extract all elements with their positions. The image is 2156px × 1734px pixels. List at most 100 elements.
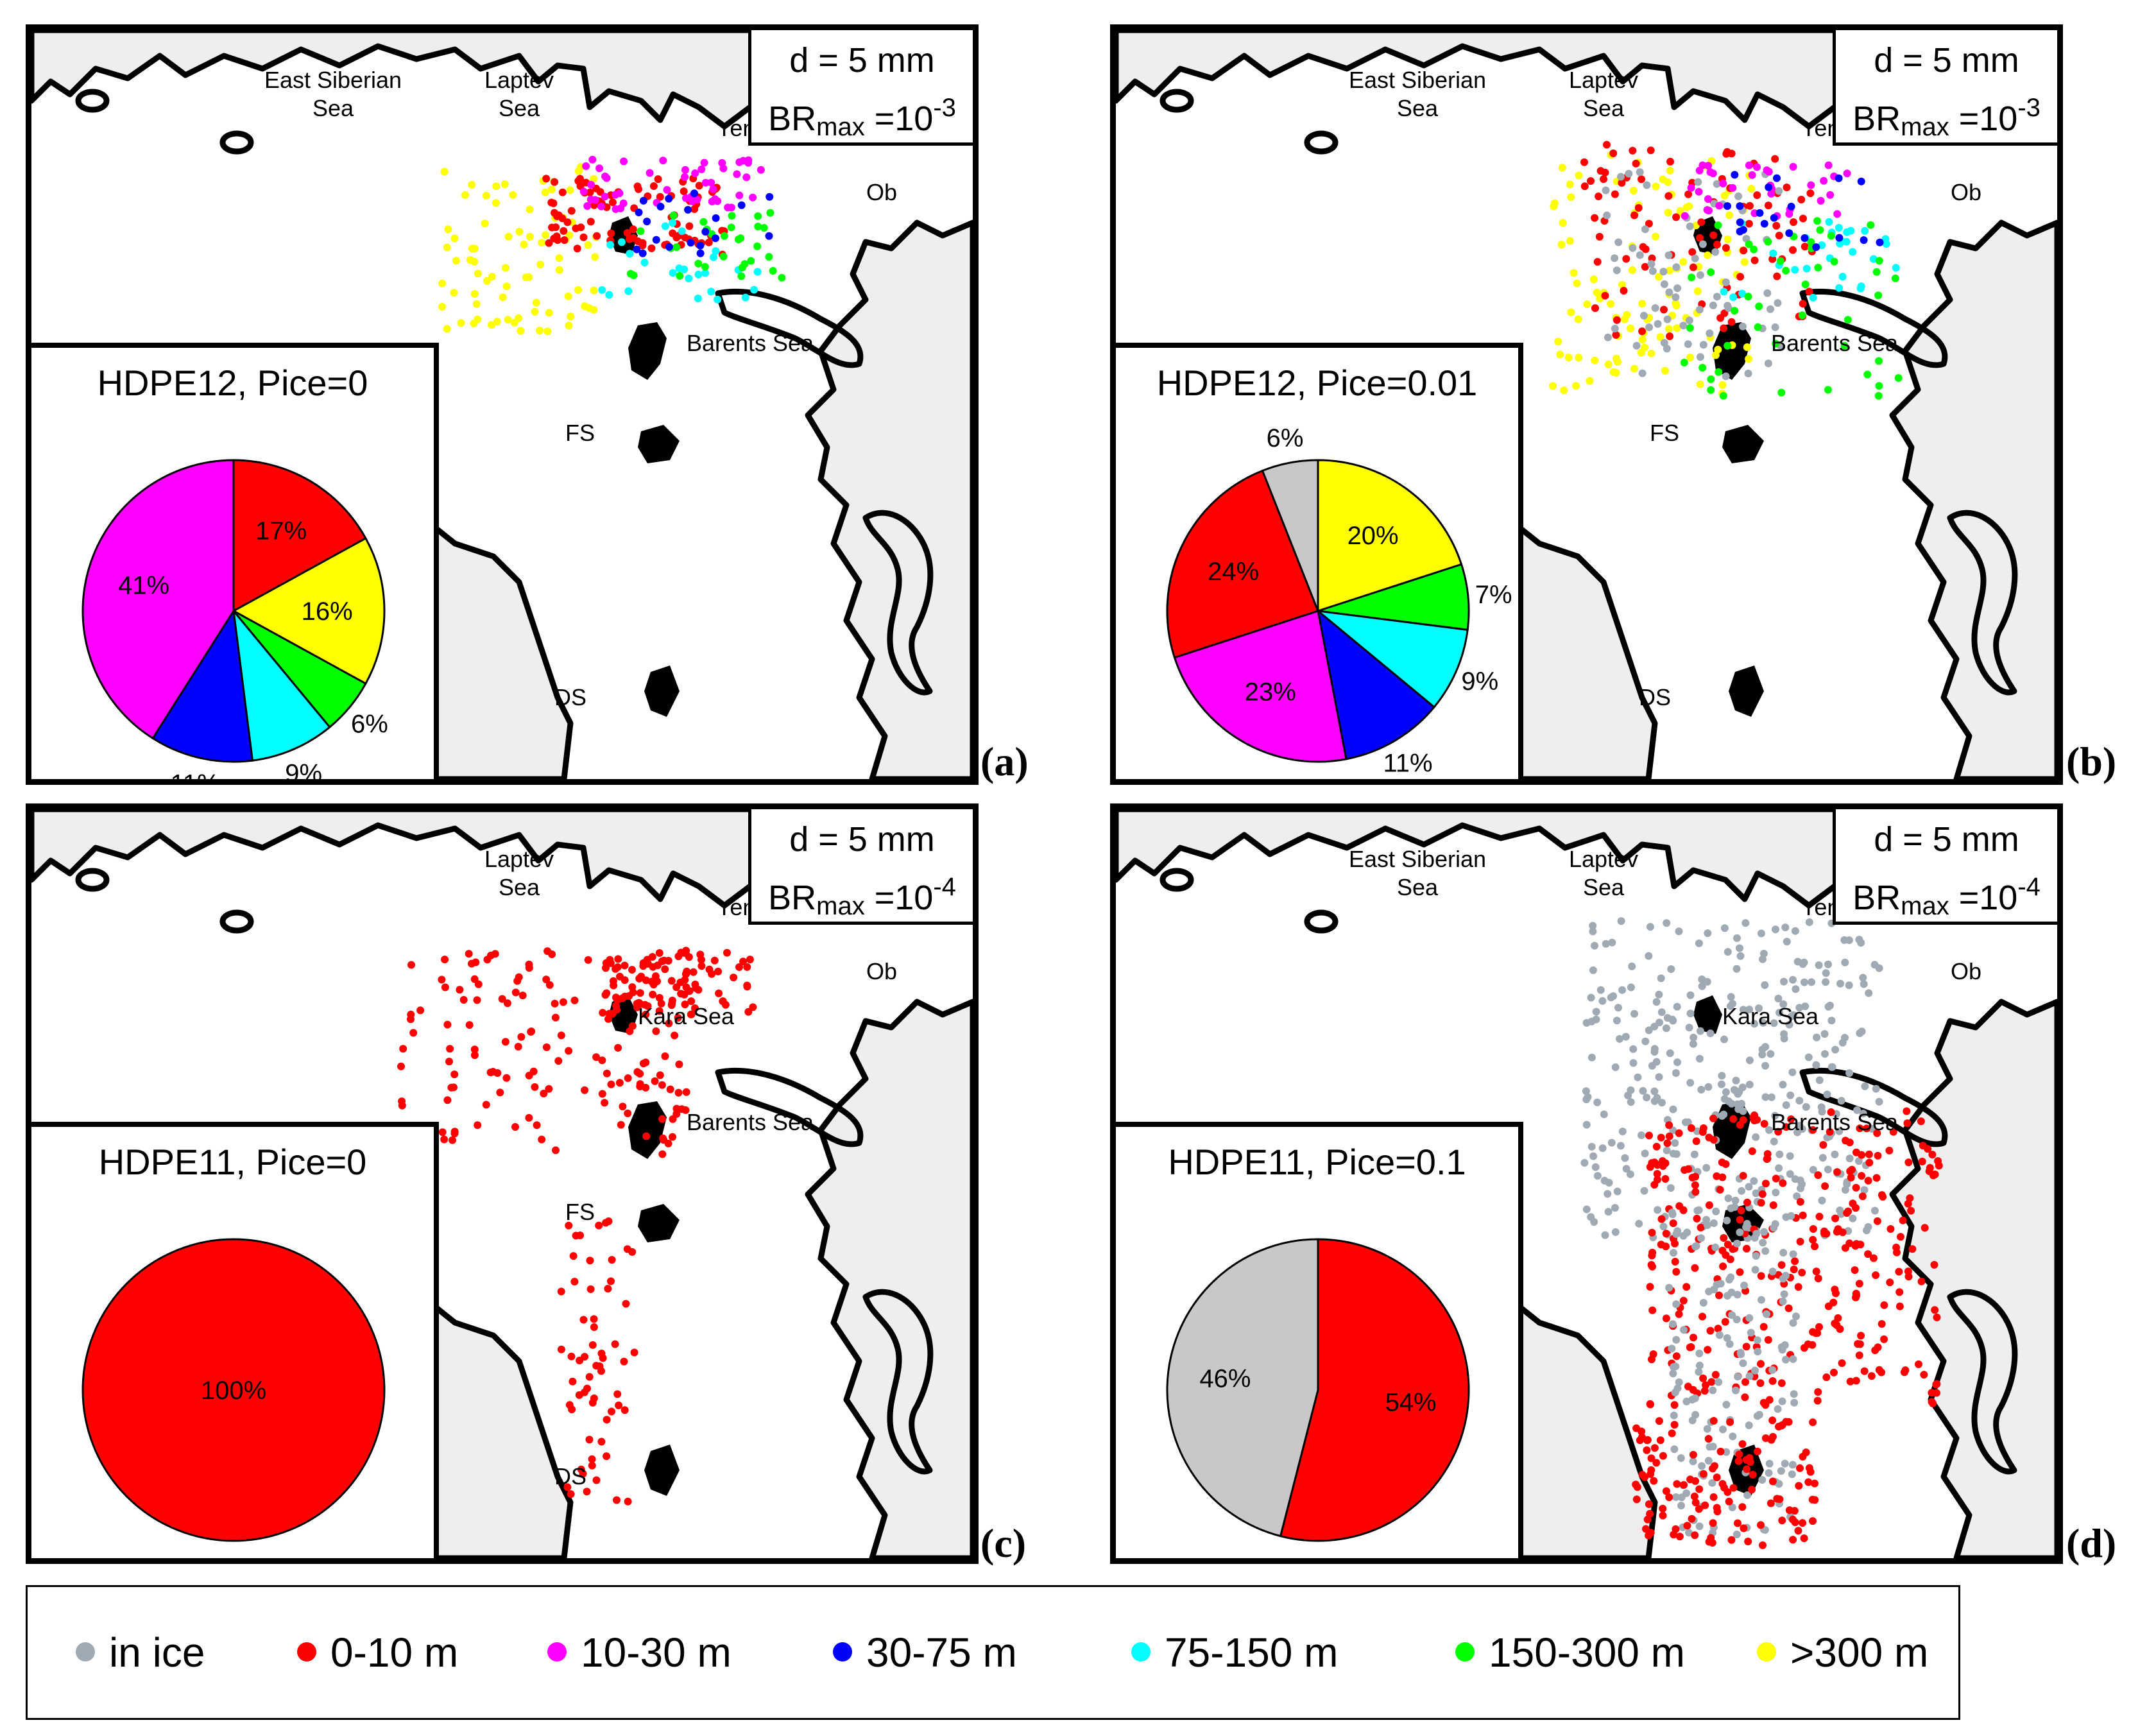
particle-point bbox=[672, 1110, 681, 1118]
particle-point bbox=[737, 201, 746, 209]
particle-point bbox=[737, 234, 745, 243]
particle-point bbox=[548, 950, 556, 958]
uk-island bbox=[644, 1445, 680, 1496]
place-label: Kara Sea bbox=[1722, 1003, 1819, 1029]
place-label: Ob bbox=[866, 179, 898, 205]
particle-point bbox=[1864, 1223, 1872, 1231]
particle-point bbox=[1706, 1029, 1715, 1038]
particle-point bbox=[560, 236, 569, 245]
particle-point bbox=[1550, 199, 1559, 207]
particle-point bbox=[1627, 324, 1635, 332]
particle-point bbox=[1677, 1493, 1686, 1502]
particle-point bbox=[1777, 1421, 1786, 1430]
particle-point bbox=[1724, 341, 1732, 350]
particle-point bbox=[1734, 1457, 1743, 1465]
particle-point bbox=[1814, 1388, 1822, 1396]
particle-point bbox=[1745, 1056, 1754, 1065]
particle-point bbox=[1654, 273, 1663, 281]
particle-point bbox=[1764, 359, 1772, 368]
particle-point bbox=[1607, 300, 1615, 308]
particle-point bbox=[1699, 341, 1707, 349]
particle-point bbox=[1582, 1120, 1591, 1129]
particle-point bbox=[513, 977, 522, 985]
particle-point bbox=[1774, 299, 1782, 307]
particle-point bbox=[743, 963, 751, 971]
particle-point bbox=[701, 228, 710, 236]
particle-point bbox=[1711, 1462, 1718, 1470]
particle-point bbox=[1737, 1206, 1745, 1215]
particle-point bbox=[1580, 158, 1588, 166]
particle-point bbox=[1702, 1163, 1711, 1172]
particle-point bbox=[559, 998, 567, 1006]
particle-point bbox=[1777, 388, 1786, 397]
particle-point bbox=[1604, 1190, 1612, 1198]
particle-point bbox=[684, 205, 692, 214]
europe-land bbox=[805, 999, 973, 1558]
particle-point bbox=[1752, 1252, 1760, 1260]
particle-point bbox=[560, 227, 568, 235]
particle-point bbox=[1860, 980, 1868, 988]
particle-point bbox=[1603, 141, 1611, 149]
particle-point bbox=[1824, 960, 1832, 968]
particle-point bbox=[1792, 1312, 1800, 1321]
place-label: Barents Sea bbox=[1770, 330, 1899, 356]
particle-point bbox=[707, 288, 715, 296]
particle-point bbox=[1731, 307, 1739, 315]
pie-slice bbox=[1279, 1238, 1470, 1542]
particle-point bbox=[1790, 218, 1797, 227]
particle-points bbox=[1580, 915, 1943, 1549]
particle-point bbox=[665, 243, 673, 251]
particle-point bbox=[666, 1085, 674, 1094]
particle-point bbox=[579, 233, 588, 241]
particle-point bbox=[1689, 1457, 1697, 1466]
particle-point bbox=[1751, 1266, 1759, 1274]
particle-point bbox=[577, 223, 585, 232]
particle-point bbox=[682, 983, 690, 991]
particle-point bbox=[465, 950, 473, 958]
particle-point bbox=[1844, 316, 1852, 324]
pie-slice bbox=[81, 459, 235, 740]
particle-point bbox=[663, 185, 671, 194]
particle-point bbox=[619, 1103, 627, 1111]
pie-slice-label: 24% bbox=[1208, 558, 1259, 586]
peninsula-coast bbox=[862, 1289, 934, 1475]
particle-point bbox=[1812, 243, 1820, 252]
particle-point bbox=[1673, 324, 1681, 332]
particle-point bbox=[1919, 1142, 1927, 1150]
particle-point bbox=[651, 1077, 659, 1085]
particle-point bbox=[672, 243, 681, 252]
particle-point bbox=[542, 175, 551, 183]
particle-point bbox=[1689, 1450, 1697, 1459]
depth-legend: in ice 0-10 m 10-30 m 30-75 m 75-150 m 1… bbox=[26, 1585, 1960, 1720]
particle-point bbox=[1789, 1319, 1797, 1327]
particle-point bbox=[1584, 1093, 1592, 1101]
particle-point bbox=[1638, 369, 1647, 377]
particle-point bbox=[1829, 1298, 1838, 1307]
particle-point bbox=[1786, 1091, 1795, 1099]
particle-point bbox=[1720, 288, 1728, 296]
particle-point bbox=[526, 205, 534, 214]
particle-point bbox=[1798, 1269, 1806, 1276]
pie-inset: HDPE11, Pice=0.1 54% 46% bbox=[1116, 1122, 1523, 1558]
particle-point bbox=[1665, 1493, 1673, 1502]
particle-point bbox=[438, 279, 446, 288]
particle-point bbox=[1724, 948, 1732, 956]
particle-point bbox=[1670, 1531, 1678, 1539]
particle-point bbox=[1872, 1085, 1880, 1093]
particle-point bbox=[1837, 1097, 1845, 1105]
particle-point bbox=[1750, 256, 1759, 264]
particle-point bbox=[1736, 952, 1745, 960]
particle-point bbox=[1742, 1343, 1750, 1351]
particle-point bbox=[1718, 1173, 1727, 1181]
particle-point bbox=[1705, 1201, 1713, 1209]
particle-point bbox=[754, 223, 762, 230]
particle-point bbox=[671, 1031, 679, 1040]
particle-point bbox=[1768, 1366, 1777, 1374]
small-island-outline bbox=[75, 868, 110, 892]
particle-point bbox=[737, 272, 746, 280]
particle-point bbox=[608, 198, 617, 207]
particle-point bbox=[1817, 1103, 1826, 1112]
particle-point bbox=[1611, 1063, 1620, 1071]
particle-point bbox=[1695, 187, 1703, 196]
